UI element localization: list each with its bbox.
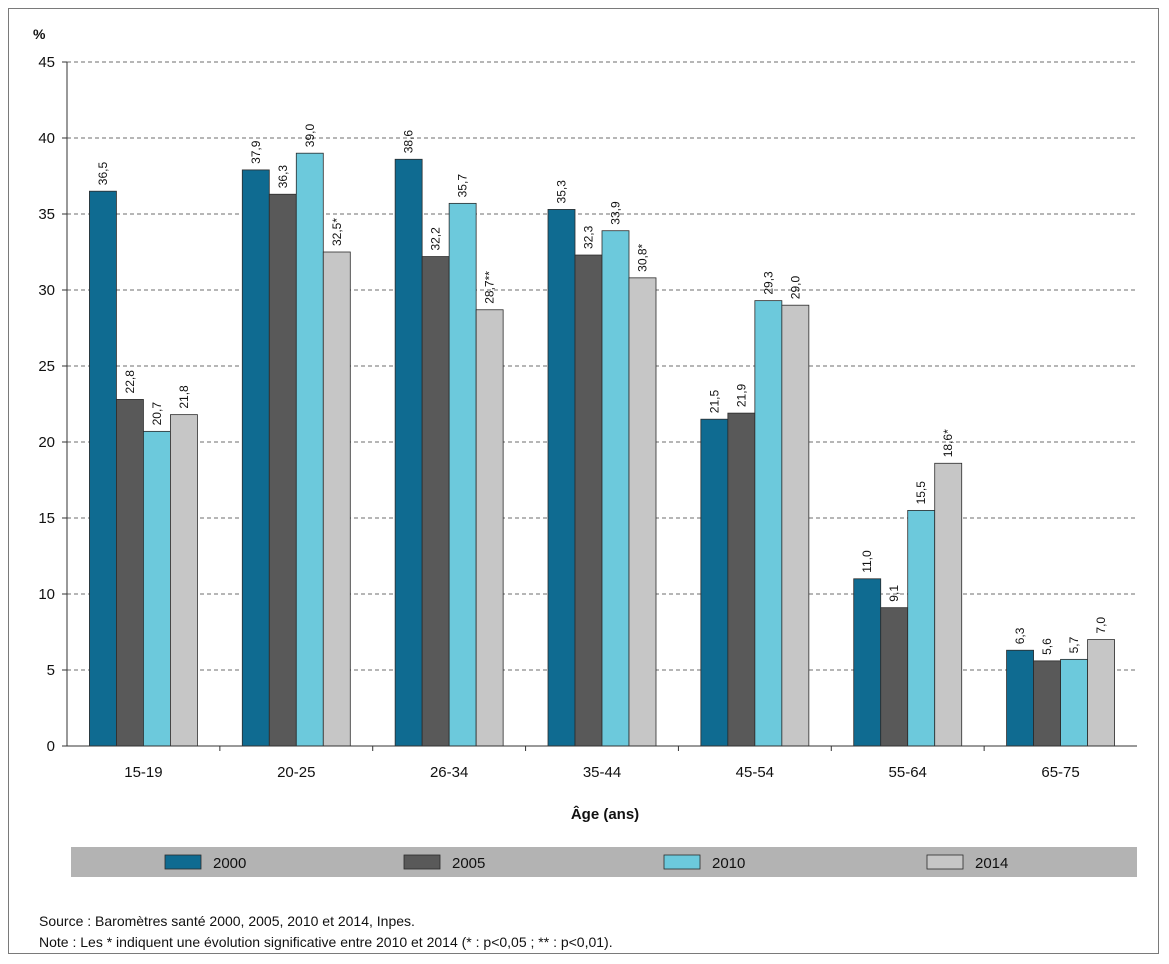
bar-2000-15-19 [89, 190, 117, 747]
data-label-2010-45-54: 29,3 [761, 271, 775, 295]
legend-label-2014: 2014 [975, 855, 1008, 872]
y-tick-label: 15 [38, 510, 55, 527]
bar-2000-65-75 [1006, 649, 1034, 747]
data-label-2005-45-54: 21,9 [734, 383, 748, 407]
y-tick-label: 25 [38, 358, 55, 375]
data-label-2005-20-25: 36,3 [276, 165, 290, 189]
bar-2010-45-54 [754, 300, 783, 747]
y-axis: 0 5 10 15 20 25 30 35 40 45 [38, 54, 68, 755]
x-axis-title: Âge (ans) [571, 805, 639, 823]
legend-swatch-2005 [403, 854, 441, 870]
x-tick-label: 15-19 [124, 764, 162, 781]
data-label-2005-26-34: 32,2 [429, 227, 443, 251]
bar-2000-26-34 [394, 158, 423, 747]
data-label-2014-55-64: 18,6* [941, 429, 955, 457]
bar-2014-45-54 [781, 304, 810, 747]
data-label-2000-35-44: 35,3 [555, 180, 569, 204]
data-label-2005-65-75: 5,6 [1040, 638, 1054, 655]
bar-2010-15-19 [143, 430, 171, 747]
y-tick-label: 20 [38, 434, 55, 451]
bar-2005-55-64 [880, 607, 909, 747]
bar-2014-26-34 [475, 309, 504, 747]
bar-2014-65-75 [1087, 639, 1115, 747]
bar-2000-20-25 [241, 169, 270, 747]
data-label-2000-20-25: 37,9 [249, 140, 263, 164]
bar-2010-65-75 [1060, 658, 1088, 747]
data-label-2010-65-75: 5,7 [1067, 636, 1081, 653]
significance-note: Note : Les * indiquent une évolution sig… [39, 934, 613, 950]
y-tick-label: 30 [38, 282, 55, 299]
y-tick-label: 40 [38, 130, 55, 147]
bar-2014-35-44 [628, 277, 657, 747]
data-label-2010-55-64: 15,5 [914, 481, 928, 505]
data-label-2005-15-19: 22,8 [123, 370, 137, 394]
data-labels: 36,5 22,8 20,7 21,8 37,9 36,3 39,0 32,5* 38,6 32,… [96, 124, 1108, 655]
x-axis: 15-19 20-25 26-34 35-44 45-54 55-64 65-75 [67, 745, 1137, 781]
bar-2000-45-54 [700, 418, 729, 747]
chart-notes: Source : Baromètres santé 2000, 2005, 20… [39, 911, 613, 953]
data-label-2000-65-75: 6,3 [1013, 627, 1027, 644]
data-label-2010-35-44: 33,9 [609, 201, 623, 225]
bar-2010-55-64 [907, 509, 936, 747]
bar-2000-55-64 [853, 578, 882, 747]
legend: 2000 2005 2010 2014 [71, 847, 1137, 877]
source-note: Source : Baromètres santé 2000, 2005, 20… [39, 913, 415, 929]
data-label-2010-20-25: 39,0 [303, 124, 317, 148]
x-tick-label: 55-64 [889, 764, 927, 781]
bar-2005-26-34 [421, 256, 450, 747]
bar-2005-45-54 [727, 412, 756, 747]
data-label-2000-26-34: 38,6 [402, 130, 416, 154]
legend-label-2000: 2000 [213, 855, 246, 872]
data-label-2010-26-34: 35,7 [456, 174, 470, 198]
data-label-2014-20-25: 32,5* [330, 218, 344, 246]
bar-2005-35-44 [574, 254, 603, 747]
x-tick-label: 26-34 [430, 764, 468, 781]
bar-2010-35-44 [601, 230, 630, 747]
data-label-2014-65-75: 7,0 [1094, 617, 1108, 634]
x-tick-label: 20-25 [277, 764, 315, 781]
bars [89, 152, 1115, 747]
bar-2014-15-19 [170, 414, 198, 747]
data-label-2005-35-44: 32,3 [582, 225, 596, 249]
legend-label-2010: 2010 [712, 855, 745, 872]
y-tick-label: 5 [47, 662, 55, 679]
bar-2014-20-25 [322, 251, 351, 747]
y-tick-label: 45 [38, 54, 55, 71]
bar-2005-15-19 [116, 399, 144, 747]
data-label-2005-55-64: 9,1 [887, 585, 901, 602]
bar-2005-20-25 [268, 193, 297, 747]
y-tick-label: 0 [47, 738, 55, 755]
x-tick-label: 45-54 [736, 764, 774, 781]
data-label-2014-45-54: 29,0 [788, 276, 802, 300]
bar-2010-26-34 [448, 202, 477, 747]
legend-swatch-2014 [926, 854, 964, 870]
bar-2005-65-75 [1033, 660, 1061, 747]
data-label-2000-55-64: 11,0 [860, 550, 874, 573]
data-label-2014-15-19: 21,8 [177, 385, 191, 409]
y-axis-unit: % [33, 26, 46, 42]
bar-2000-35-44 [547, 209, 576, 747]
y-tick-label: 35 [38, 206, 55, 223]
x-tick-label: 35-44 [583, 764, 621, 781]
bar-2010-20-25 [295, 152, 324, 747]
data-label-2010-15-19: 20,7 [150, 402, 164, 426]
data-label-2014-26-34: 28,7** [483, 271, 497, 304]
data-label-2014-35-44: 30,8* [636, 243, 650, 271]
legend-swatch-2000 [164, 854, 202, 870]
legend-swatch-2010 [663, 854, 701, 870]
y-tick-label: 10 [38, 586, 55, 603]
bar-2014-55-64 [934, 462, 963, 747]
chart-frame: 0 5 10 15 20 25 30 35 40 45 36,5 22,8 20,7 21,8 37,9 3… [8, 8, 1159, 954]
x-tick-label: 65-75 [1041, 764, 1079, 781]
legend-label-2005: 2005 [452, 855, 485, 872]
data-label-2000-15-19: 36,5 [96, 162, 110, 186]
data-label-2000-45-54: 21,5 [707, 390, 721, 414]
